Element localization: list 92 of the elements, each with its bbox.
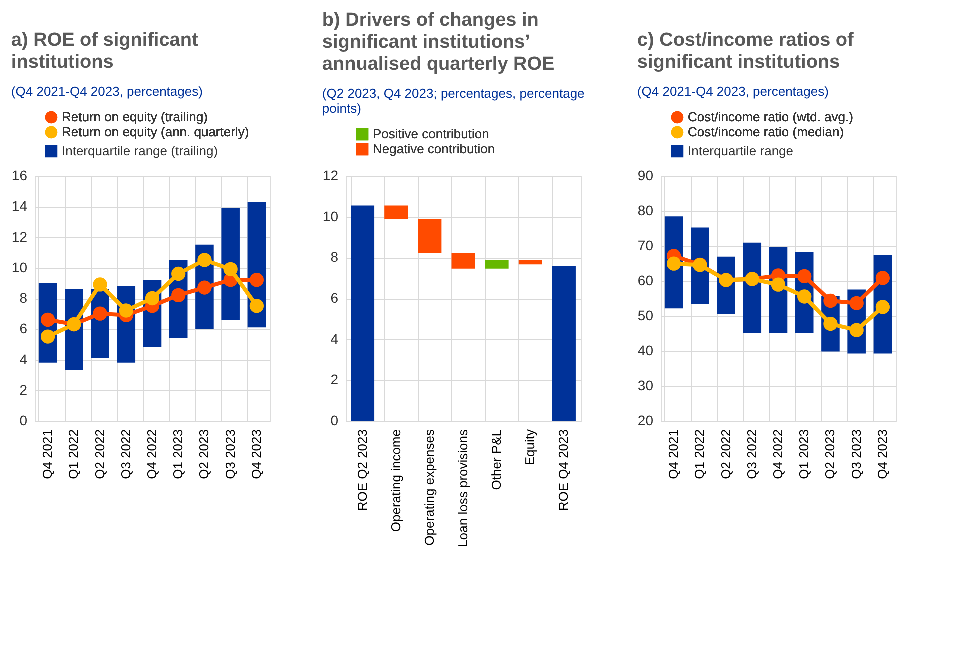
- chart-title: b) Drivers of changes in significant institutions’ annualised quarterly ROE: [322, 10, 555, 75]
- x-tick-label: Q2 2022: [718, 430, 734, 480]
- bar: [552, 266, 576, 421]
- chart-title: a) ROE of significant institutions: [11, 30, 199, 73]
- point: [850, 323, 864, 338]
- point: [771, 278, 786, 292]
- legend-label: Negative contribution: [373, 142, 496, 156]
- x-tick-label: Q1 2023: [170, 430, 186, 480]
- y-tick-label: 6: [20, 320, 28, 337]
- y-tick-label: 14: [12, 198, 28, 214]
- x-tick-label: Q3 2022: [744, 430, 760, 480]
- point: [40, 330, 56, 344]
- y-tick-label: 50: [638, 308, 654, 324]
- x-tick-label: Q3 2023: [222, 430, 238, 480]
- bar: [351, 206, 375, 421]
- y-tick-label: 8: [330, 249, 339, 266]
- point: [850, 296, 864, 310]
- bar: [384, 206, 408, 220]
- x-tick-label: Operating income: [388, 430, 404, 532]
- bar: [418, 219, 442, 254]
- bar: [452, 253, 476, 269]
- y-tick-label: 30: [638, 378, 654, 394]
- legend-label: Cost/income ratio (median): [688, 124, 844, 140]
- point: [93, 306, 108, 321]
- y-tick-label: 2: [330, 372, 339, 388]
- point: [224, 262, 238, 276]
- point: [666, 256, 682, 271]
- x-tick-label: Q4 2022: [144, 430, 160, 480]
- y-tick-label: 2: [20, 382, 28, 398]
- x-tick-label: Q4 2021: [40, 430, 56, 480]
- x-tick-label: Q4 2021: [666, 430, 682, 480]
- point: [798, 290, 812, 304]
- y-tick-label: 16: [12, 168, 28, 184]
- point: [40, 312, 56, 327]
- chart-subtitle: (Q2 2023, Q4 2023; percentages, percentage points): [322, 86, 585, 116]
- legend-label: Interquartile range: [688, 144, 794, 158]
- x-tick-label: ROE Q2 2023: [354, 430, 370, 512]
- x-tick-label: Q3 2023: [848, 430, 864, 480]
- x-tick-label: Q2 2022: [92, 430, 108, 480]
- x-tick-label: Equity: [522, 429, 538, 466]
- y-tick-label: 70: [638, 238, 654, 254]
- y-tick-label: 10: [12, 259, 28, 276]
- y-tick-label: 4: [20, 351, 28, 368]
- bar: [518, 260, 542, 265]
- x-tick-label: Q4 2023: [248, 430, 264, 480]
- legend-label: Interquartile range (trailing): [62, 144, 218, 158]
- point: [250, 299, 264, 314]
- legend-label: Cost/income ratio (wtd. avg.): [688, 110, 854, 124]
- y-tick-label: 10: [322, 208, 339, 224]
- point: [876, 300, 890, 314]
- point: [172, 266, 186, 282]
- y-tick-label: 20: [638, 412, 654, 428]
- point: [172, 288, 186, 302]
- y-tick-label: 80: [638, 202, 654, 218]
- legend-label: Positive contribution: [373, 126, 490, 142]
- point: [198, 253, 212, 268]
- x-tick-label: Q2 2023: [196, 430, 212, 480]
- y-tick-label: 0: [330, 412, 339, 428]
- point: [250, 273, 264, 288]
- point: [93, 278, 108, 292]
- legend-label: Return on equity (trailing): [62, 110, 208, 124]
- x-tick-label: ROE Q4 2023: [556, 430, 572, 512]
- x-tick-label: Q1 2022: [692, 430, 708, 480]
- x-tick-label: Q1 2023: [796, 430, 812, 480]
- x-tick-label: Other P&L: [489, 430, 504, 490]
- x-tick-label: Q1 2022: [66, 430, 82, 480]
- chart-subtitle: (Q4 2021-Q4 2023, percentages): [11, 84, 203, 99]
- legend-label: Return on equity (ann. quarterly): [62, 124, 250, 140]
- point: [876, 271, 890, 286]
- y-tick-label: 40: [638, 342, 654, 358]
- point: [198, 280, 212, 295]
- y-tick-label: 60: [638, 272, 654, 288]
- y-tick-label: 8: [20, 290, 28, 306]
- x-tick-label: Q3 2022: [118, 430, 134, 480]
- chart-subtitle: (Q4 2021-Q4 2023, percentages): [637, 84, 829, 99]
- x-tick-label: Q4 2022: [770, 430, 786, 480]
- y-tick-label: 12: [12, 228, 28, 245]
- y-tick-label: 12: [322, 168, 339, 184]
- y-tick-label: 0: [20, 412, 28, 428]
- y-tick-label: 6: [330, 290, 339, 306]
- x-tick-label: Q2 2023: [822, 430, 838, 480]
- y-tick-label: 90: [638, 168, 654, 184]
- x-tick-label: Operating expenses: [422, 429, 437, 546]
- x-tick-label: Q4 2023: [874, 430, 890, 480]
- point: [824, 294, 838, 308]
- bar: [485, 260, 509, 269]
- x-tick-label: Loan loss provisions: [456, 429, 470, 548]
- point: [145, 291, 160, 306]
- y-tick-label: 4: [330, 330, 339, 347]
- chart-title: c) Cost/income ratios of significant institutions: [637, 30, 855, 73]
- point: [798, 269, 812, 284]
- point: [119, 304, 134, 318]
